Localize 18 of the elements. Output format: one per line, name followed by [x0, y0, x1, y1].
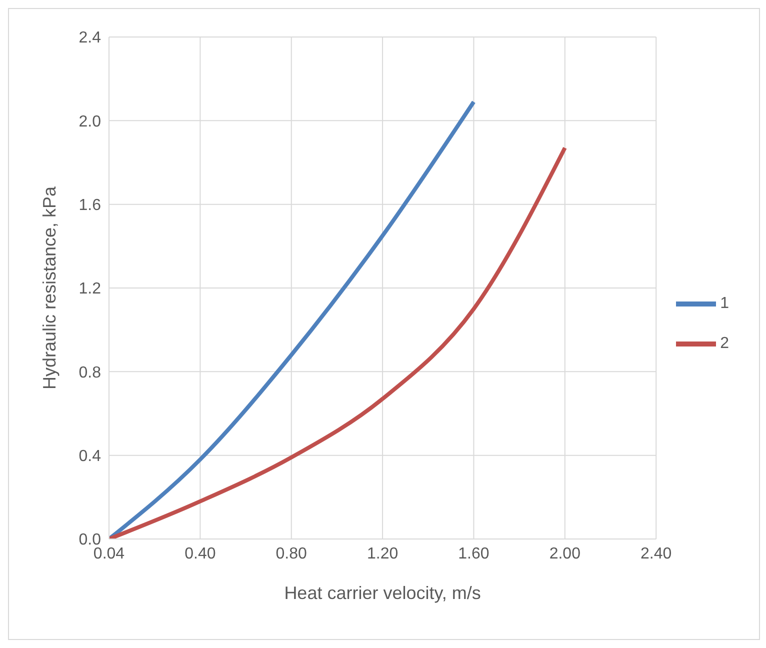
y-tick-label: 0.4: [78, 448, 102, 466]
y-axis-title: Hydraulic resistance, kPa: [39, 185, 60, 390]
x-axis-title: Heat carrier velocity, m/s: [284, 583, 481, 603]
x-tick-label: 1.20: [366, 545, 398, 562]
x-tick-label: 2.40: [640, 545, 672, 562]
x-tick-label: 0.80: [276, 545, 308, 562]
x-tick-label: 1.60: [458, 545, 490, 562]
y-tick-label: 0.8: [78, 364, 102, 382]
x-tick-label: 2.00: [549, 545, 581, 562]
y-tick-label: 1.6: [78, 197, 102, 214]
legend-label: 1: [720, 295, 729, 312]
line-series: [109, 146, 567, 539]
y-tick-label: 1.2: [78, 280, 102, 298]
y-tick-label: 2.4: [78, 30, 102, 47]
x-tick-label: 0.40: [184, 545, 216, 562]
legend-label: 2: [720, 335, 729, 352]
y-tick-label: 2.0: [78, 113, 102, 130]
line-series: [109, 100, 476, 539]
